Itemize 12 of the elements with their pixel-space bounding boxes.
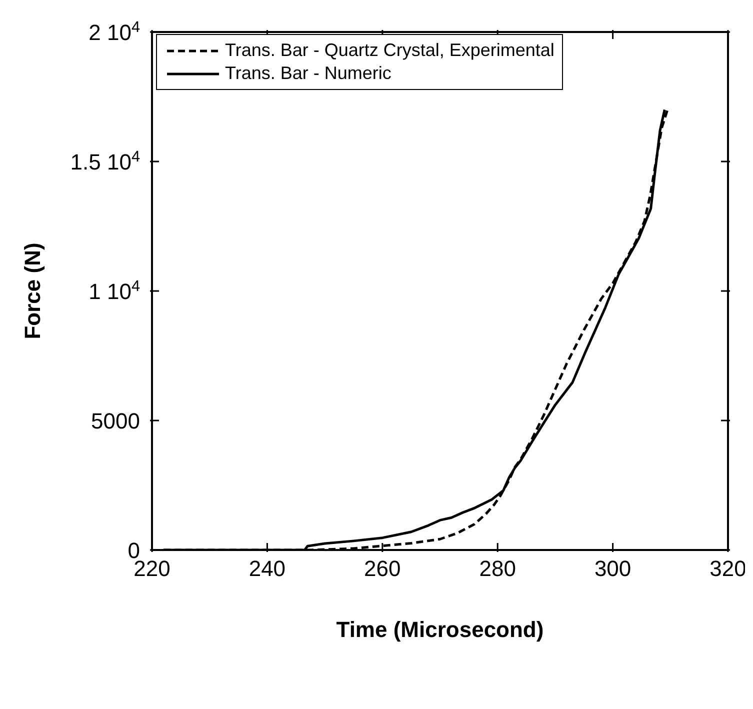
y-tick-label: 1 10$^{4}$ (88, 278, 140, 304)
legend-label: Trans. Bar - Quartz Crystal, Experimental (225, 39, 554, 62)
y-tick-label: 1.5 10$^{4}$ (70, 148, 140, 174)
y-tick-label: 5000 (91, 408, 140, 434)
legend-label: Trans. Bar - Numeric (225, 62, 392, 85)
x-tick-label: 240 (248, 556, 286, 581)
x-axis-title: Time (Microsecond) (336, 617, 544, 642)
x-tick-label: 260 (364, 556, 401, 581)
y-axis-title: Force (N) (20, 242, 45, 340)
y-tick-label: 2 10$^{4}$ (88, 18, 140, 45)
x-tick-label: 300 (594, 556, 632, 581)
x-tick-label: 280 (479, 556, 516, 581)
